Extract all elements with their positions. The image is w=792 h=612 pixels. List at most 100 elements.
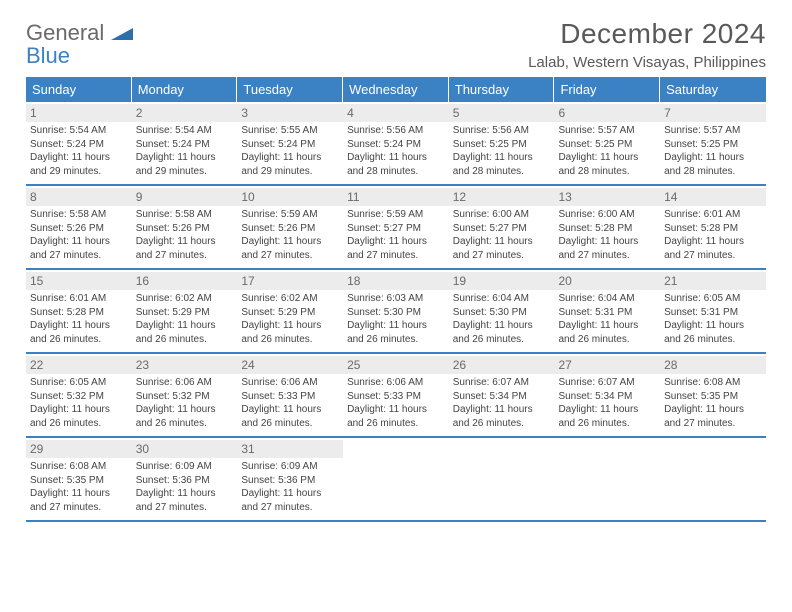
week-row: 29 Sunrise: 6:08 AMSunset: 5:35 PMDayligh… xyxy=(26,438,766,522)
day-details: Sunrise: 5:59 AMSunset: 5:27 PMDaylight:… xyxy=(347,208,445,262)
day-cell: 16 Sunrise: 6:02 AMSunset: 5:29 PMDayligh… xyxy=(132,270,238,352)
day-details: Sunrise: 6:02 AMSunset: 5:29 PMDaylight:… xyxy=(136,292,234,346)
day-details: Sunrise: 5:59 AMSunset: 5:26 PMDaylight:… xyxy=(241,208,339,262)
day-number: 25 xyxy=(343,356,449,374)
day-details: Sunrise: 6:08 AMSunset: 5:35 PMDaylight:… xyxy=(664,376,762,430)
month-title: December 2024 xyxy=(528,18,766,50)
day-details: Sunrise: 6:02 AMSunset: 5:29 PMDaylight:… xyxy=(241,292,339,346)
day-number: 1 xyxy=(26,104,132,122)
day-cell: 13Sunrise: 6:00 AMSunset: 5:28 PMDayligh… xyxy=(554,186,660,268)
day-number: 4 xyxy=(343,104,449,122)
logo-word-general: General xyxy=(26,20,104,45)
day-details: Sunrise: 6:04 AMSunset: 5:31 PMDaylight:… xyxy=(558,292,656,346)
day-number: 7 xyxy=(660,104,766,122)
day-cell: 1 Sunrise: 5:54 AMSunset: 5:24 PMDaylight… xyxy=(26,102,132,184)
day-cell: 27 Sunrise: 6:07 AMSunset: 5:34 PMDayligh… xyxy=(554,354,660,436)
day-cell: 11 Sunrise: 5:59 AMSunset: 5:27 PMDayligh… xyxy=(343,186,449,268)
weekday-header: Sunday xyxy=(26,77,132,102)
day-cell: 5Sunrise: 5:56 AMSunset: 5:25 PMDaylight… xyxy=(449,102,555,184)
day-number: 26 xyxy=(449,356,555,374)
day-details: Sunrise: 6:08 AMSunset: 5:35 PMDaylight:… xyxy=(30,460,128,514)
weekday-header: Monday xyxy=(132,77,238,102)
day-cell: . xyxy=(554,438,660,520)
day-cell: . xyxy=(449,438,555,520)
day-cell: 20 Sunrise: 6:04 AMSunset: 5:31 PMDayligh… xyxy=(554,270,660,352)
weekday-header: Wednesday xyxy=(343,77,449,102)
weekday-header: Friday xyxy=(554,77,660,102)
day-details: Sunrise: 5:57 AMSunset: 5:25 PMDaylight:… xyxy=(558,124,656,178)
day-details: Sunrise: 6:00 AMSunset: 5:28 PMDaylight:… xyxy=(558,208,656,262)
day-number: 22 xyxy=(26,356,132,374)
day-number: 28 xyxy=(660,356,766,374)
day-number: 27 xyxy=(554,356,660,374)
day-cell: . xyxy=(660,438,766,520)
header: General Blue December 2024 Lalab, Wester… xyxy=(26,18,766,71)
day-details: Sunrise: 6:09 AMSunset: 5:36 PMDaylight:… xyxy=(136,460,234,514)
day-cell: 31Sunrise: 6:09 AMSunset: 5:36 PMDayligh… xyxy=(237,438,343,520)
day-details: Sunrise: 6:06 AMSunset: 5:32 PMDaylight:… xyxy=(136,376,234,430)
day-details: Sunrise: 6:06 AMSunset: 5:33 PMDaylight:… xyxy=(241,376,339,430)
day-number: 29 xyxy=(26,440,132,458)
day-cell: 28 Sunrise: 6:08 AMSunset: 5:35 PMDayligh… xyxy=(660,354,766,436)
day-details: Sunrise: 6:06 AMSunset: 5:33 PMDaylight:… xyxy=(347,376,445,430)
location-subtitle: Lalab, Western Visayas, Philippines xyxy=(528,54,766,71)
day-cell: 7 Sunrise: 5:57 AMSunset: 5:25 PMDaylight… xyxy=(660,102,766,184)
day-number: 14 xyxy=(660,188,766,206)
day-cell: 29 Sunrise: 6:08 AMSunset: 5:35 PMDayligh… xyxy=(26,438,132,520)
day-details: Sunrise: 5:55 AMSunset: 5:24 PMDaylight:… xyxy=(241,124,339,178)
day-number: 3 xyxy=(237,104,343,122)
day-number: 21 xyxy=(660,272,766,290)
day-details: Sunrise: 6:01 AMSunset: 5:28 PMDaylight:… xyxy=(664,208,762,262)
day-details: Sunrise: 6:04 AMSunset: 5:30 PMDaylight:… xyxy=(453,292,551,346)
day-details: Sunrise: 5:58 AMSunset: 5:26 PMDaylight:… xyxy=(30,208,128,262)
day-details: Sunrise: 5:57 AMSunset: 5:25 PMDaylight:… xyxy=(664,124,762,178)
day-number: 10 xyxy=(237,188,343,206)
brand-logo: General Blue xyxy=(26,22,133,68)
day-cell: 25 Sunrise: 6:06 AMSunset: 5:33 PMDayligh… xyxy=(343,354,449,436)
day-details: Sunrise: 6:03 AMSunset: 5:30 PMDaylight:… xyxy=(347,292,445,346)
day-details: Sunrise: 5:54 AMSunset: 5:24 PMDaylight:… xyxy=(30,124,128,178)
day-number: 11 xyxy=(343,188,449,206)
day-number: 17 xyxy=(237,272,343,290)
day-cell: 18Sunrise: 6:03 AMSunset: 5:30 PMDayligh… xyxy=(343,270,449,352)
day-number: 30 xyxy=(132,440,238,458)
day-number: 16 xyxy=(132,272,238,290)
day-details: Sunrise: 6:05 AMSunset: 5:32 PMDaylight:… xyxy=(30,376,128,430)
day-cell: 12Sunrise: 6:00 AMSunset: 5:27 PMDayligh… xyxy=(449,186,555,268)
day-details: Sunrise: 6:09 AMSunset: 5:36 PMDaylight:… xyxy=(241,460,339,514)
logo-triangle-icon xyxy=(111,27,133,44)
day-details: Sunrise: 6:07 AMSunset: 5:34 PMDaylight:… xyxy=(558,376,656,430)
calendar-page: General Blue December 2024 Lalab, Wester… xyxy=(0,0,792,534)
day-number: 6 xyxy=(554,104,660,122)
week-row: 1Sunrise: 5:54 AMSunset: 5:24 PMDaylight… xyxy=(26,102,766,186)
week-row: 22 Sunrise: 6:05 AMSunset: 5:32 PMDayligh… xyxy=(26,354,766,438)
logo-text: General Blue xyxy=(26,22,133,68)
day-cell: 2 Sunrise: 5:54 AMSunset: 5:24 PMDaylight… xyxy=(132,102,238,184)
day-details: Sunrise: 5:56 AMSunset: 5:24 PMDaylight:… xyxy=(347,124,445,178)
day-cell: 15 Sunrise: 6:01 AMSunset: 5:28 PMDayligh… xyxy=(26,270,132,352)
logo-word-blue: Blue xyxy=(26,43,70,68)
day-number: 20 xyxy=(554,272,660,290)
day-number: 2 xyxy=(132,104,238,122)
day-details: Sunrise: 6:07 AMSunset: 5:34 PMDaylight:… xyxy=(453,376,551,430)
day-details: Sunrise: 6:01 AMSunset: 5:28 PMDaylight:… xyxy=(30,292,128,346)
day-cell: 9Sunrise: 5:58 AMSunset: 5:26 PMDaylight… xyxy=(132,186,238,268)
calendar-grid: SundayMondayTuesdayWednesdayThursdayFrid… xyxy=(26,77,766,522)
weekday-header: Thursday xyxy=(449,77,555,102)
day-cell: 19 Sunrise: 6:04 AMSunset: 5:30 PMDayligh… xyxy=(449,270,555,352)
week-row: 15 Sunrise: 6:01 AMSunset: 5:28 PMDayligh… xyxy=(26,270,766,354)
day-number: 15 xyxy=(26,272,132,290)
day-cell: 6 Sunrise: 5:57 AMSunset: 5:25 PMDaylight… xyxy=(554,102,660,184)
weekday-header: Tuesday xyxy=(237,77,343,102)
day-details: Sunrise: 6:00 AMSunset: 5:27 PMDaylight:… xyxy=(453,208,551,262)
day-cell: . xyxy=(343,438,449,520)
day-cell: 4 Sunrise: 5:56 AMSunset: 5:24 PMDaylight… xyxy=(343,102,449,184)
day-cell: 14 Sunrise: 6:01 AMSunset: 5:28 PMDayligh… xyxy=(660,186,766,268)
day-number: 19 xyxy=(449,272,555,290)
day-details: Sunrise: 5:54 AMSunset: 5:24 PMDaylight:… xyxy=(136,124,234,178)
day-cell: 21Sunrise: 6:05 AMSunset: 5:31 PMDayligh… xyxy=(660,270,766,352)
day-cell: 10 Sunrise: 5:59 AMSunset: 5:26 PMDayligh… xyxy=(237,186,343,268)
day-cell: 24Sunrise: 6:06 AMSunset: 5:33 PMDayligh… xyxy=(237,354,343,436)
day-number: 23 xyxy=(132,356,238,374)
day-number: 8 xyxy=(26,188,132,206)
